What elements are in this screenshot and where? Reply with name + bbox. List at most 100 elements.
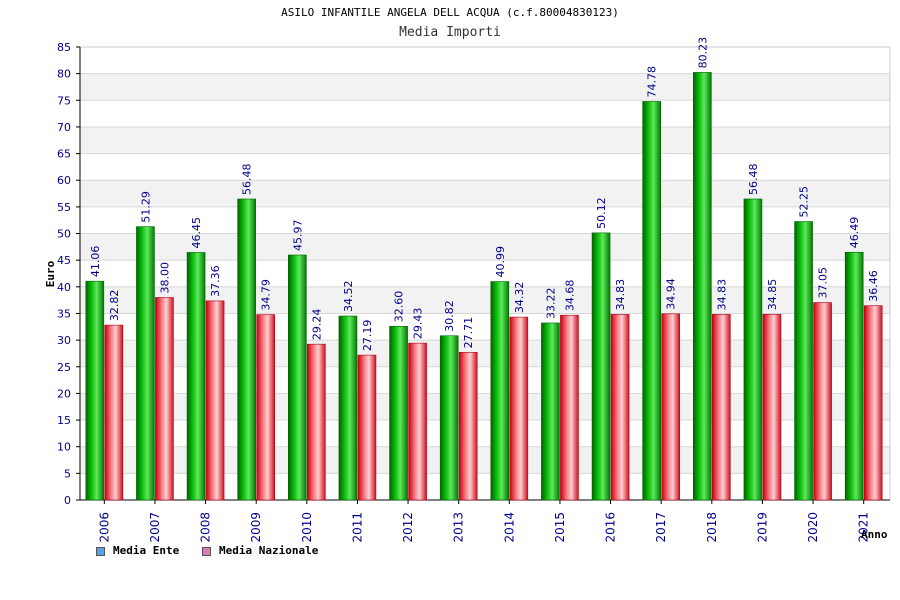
bar-ente — [541, 322, 560, 501]
bar-ente — [237, 198, 256, 501]
y-tick-label: 35 — [57, 307, 71, 320]
bar-nazionale — [256, 314, 275, 501]
bar-nazionale — [104, 324, 124, 501]
data-label: 27.71 — [462, 317, 475, 349]
bar-nazionale — [661, 313, 680, 501]
data-label: 34.83 — [614, 279, 627, 311]
bar-nazionale — [408, 342, 427, 501]
bar-nazionale — [307, 343, 326, 501]
data-label: 34.79 — [260, 279, 273, 311]
y-tick-label: 15 — [57, 414, 71, 427]
data-label: 37.36 — [209, 265, 222, 297]
x-tick-label: 2021 — [857, 512, 871, 543]
y-tick-label: 80 — [57, 68, 71, 81]
data-label: 34.83 — [715, 279, 728, 311]
data-label: 30.82 — [443, 300, 456, 332]
bar-nazionale — [509, 316, 529, 501]
bar-ente — [591, 232, 611, 501]
data-label: 46.45 — [190, 217, 203, 249]
bar-ente — [136, 226, 155, 501]
bars — [85, 72, 883, 501]
bar-ente — [693, 72, 712, 501]
x-tick-label: 2019 — [755, 512, 769, 543]
y-tick-label: 50 — [57, 228, 71, 241]
x-tick-label: 2013 — [452, 512, 466, 543]
x-tick-label: 2012 — [401, 512, 415, 543]
data-label: 32.82 — [108, 290, 121, 322]
bar-nazionale — [863, 305, 883, 501]
grid-band — [80, 126, 890, 154]
x-tick-label: 2007 — [148, 512, 162, 543]
y-tick-label: 20 — [57, 387, 71, 400]
bar-nazionale — [458, 352, 478, 501]
y-tick-label: 85 — [57, 41, 71, 54]
x-tick-label: 2020 — [806, 512, 820, 543]
data-label: 74.78 — [646, 66, 659, 98]
y-tick-label: 55 — [57, 201, 71, 214]
x-tick-label: 2008 — [199, 512, 213, 543]
y-tick-label: 30 — [57, 334, 71, 347]
data-label: 56.48 — [241, 163, 254, 195]
grid-band — [80, 180, 890, 207]
y-tick-label: 65 — [57, 148, 71, 161]
data-label: 34.68 — [563, 280, 576, 312]
bar-nazionale — [205, 300, 225, 501]
chart-title: ASILO INFANTILE ANGELA DELL ACQUA (c.f.8… — [281, 6, 619, 19]
bar-ente — [186, 252, 206, 501]
bar-nazionale — [357, 354, 377, 501]
y-tick-label: 70 — [57, 121, 71, 134]
x-tick-label: 2017 — [654, 512, 668, 543]
bar-nazionale — [813, 302, 832, 501]
legend-swatch-ente — [96, 546, 105, 556]
data-label: 46.49 — [848, 217, 861, 249]
data-label: 50.12 — [595, 197, 608, 229]
data-label: 80.23 — [696, 37, 709, 69]
bar-ente — [338, 315, 358, 501]
x-tick-label: 2010 — [300, 512, 314, 543]
legend-label-nazionale: Media Nazionale — [219, 544, 319, 557]
y-tick-label: 60 — [57, 174, 71, 187]
bar-nazionale — [762, 313, 782, 501]
bar-ente — [288, 254, 307, 501]
bar-ente — [490, 281, 510, 501]
data-label: 56.48 — [747, 163, 760, 195]
data-label: 27.19 — [361, 320, 374, 352]
legend-item-nazionale: Media Nazionale — [202, 544, 318, 557]
y-tick-label: 25 — [57, 361, 71, 374]
x-tick-label: 2015 — [553, 512, 567, 543]
x-tick-label: 2011 — [350, 512, 364, 543]
y-tick-label: 75 — [57, 94, 71, 107]
bar-ente — [439, 335, 459, 501]
bar-ente — [794, 221, 813, 501]
x-axis-label: Anno — [861, 528, 888, 541]
bar-nazionale — [560, 314, 579, 501]
data-label: 40.99 — [494, 246, 507, 278]
y-axis-label: Euro — [44, 260, 57, 287]
x-tick-label: 2018 — [705, 512, 719, 543]
data-label: 34.32 — [513, 282, 526, 314]
data-label: 45.97 — [291, 220, 304, 252]
data-label: 51.29 — [139, 191, 152, 223]
data-label: 52.25 — [798, 186, 811, 218]
bar-ente — [642, 101, 661, 501]
data-label: 34.52 — [342, 281, 355, 313]
data-labels: 41.06 32.82 51.29 38.00 46.45 37.36 56.48 34.79… — [89, 37, 880, 351]
x-tick-label: 2016 — [604, 512, 618, 543]
data-label: 36.46 — [867, 270, 880, 302]
bar-nazionale — [712, 314, 731, 501]
tick-labels: 0 5 10 15 20 25 30 35 40 45 50 55 60 65 70 75 80 85 2006 20… — [57, 41, 871, 543]
data-label: 41.06 — [89, 246, 102, 278]
x-tick-label: 2006 — [97, 512, 111, 543]
data-label: 33.22 — [544, 287, 557, 319]
data-label: 38.00 — [158, 262, 171, 294]
bar-nazionale — [155, 297, 174, 501]
data-label: 37.05 — [817, 267, 830, 299]
legend-item-ente: Media Ente — [96, 544, 179, 557]
bar-ente — [85, 280, 105, 501]
y-tick-label: 5 — [64, 467, 71, 480]
data-label: 34.94 — [665, 278, 678, 310]
bar-ente — [844, 251, 864, 501]
data-label: 34.85 — [766, 279, 779, 311]
bar-ente — [389, 325, 408, 501]
